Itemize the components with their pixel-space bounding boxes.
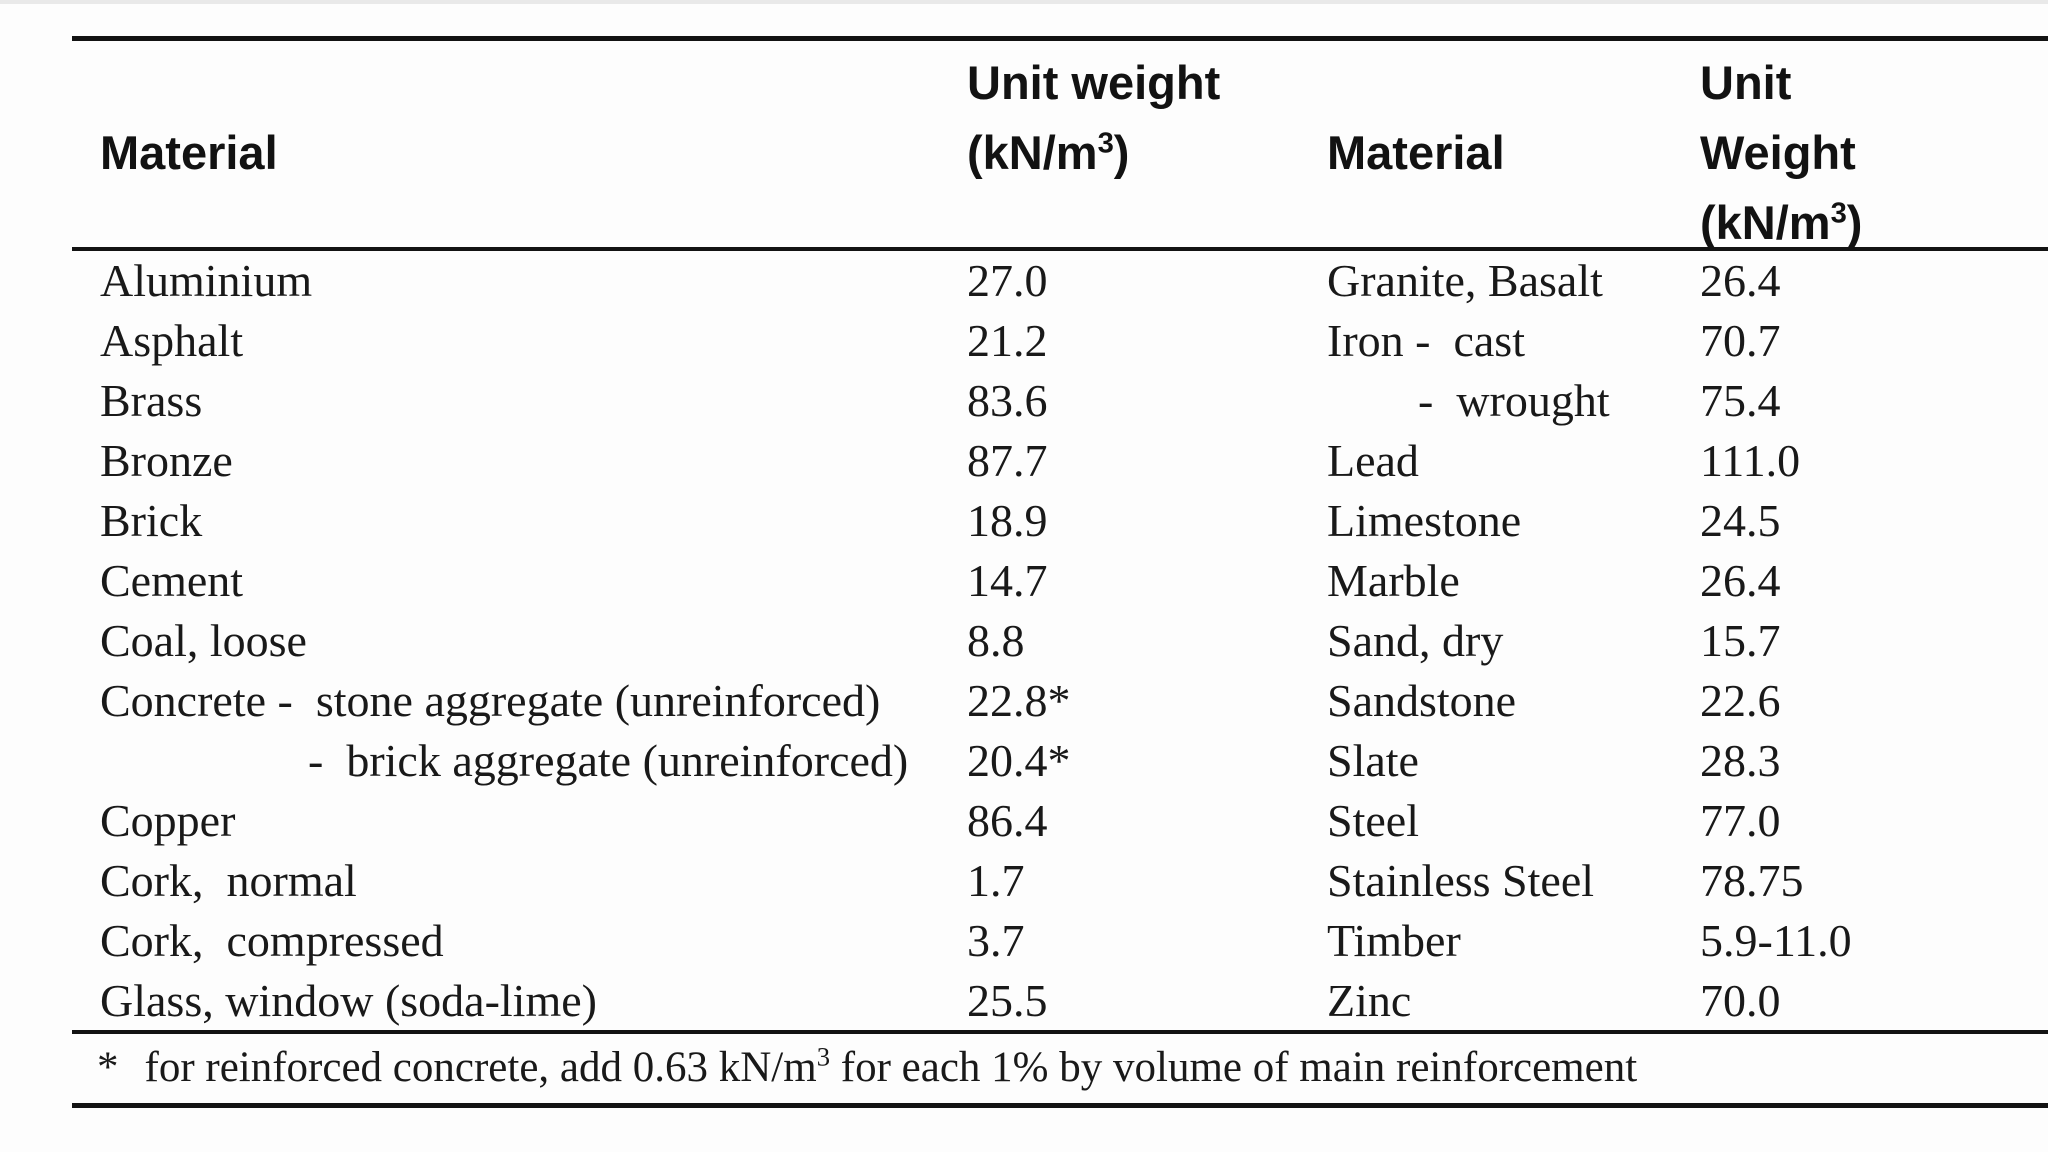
table-row: - brick aggregate (unreinforced) 20.4* S… <box>0 731 2048 791</box>
table-row: Copper 86.4 Steel 77.0 <box>0 791 2048 851</box>
header-unit-weight-2: Unit Weight (kN/m3) <box>1700 40 2048 249</box>
table-row: Glass, window (soda-lime) 25.5 Zinc 70.0 <box>0 971 2048 1031</box>
unit-weight-cell: 5.9-11.0 <box>1700 915 1852 966</box>
unit-weight-cell: 26.4 <box>1700 555 1781 606</box>
table-row: Cement 14.7 Marble 26.4 <box>0 551 2048 611</box>
material-cell: Iron - cast <box>1327 315 1525 366</box>
footnote-text-pre: for reinforced concrete, add 0.63 kN/m <box>144 1044 817 1091</box>
table-row: Brass 83.6 - wrought 75.4 <box>0 371 2048 431</box>
unit-weight-cell: 27.0 <box>967 255 1048 306</box>
material-cell: Aluminium <box>100 255 313 306</box>
unit-weight-cell: 22.8* <box>967 675 1071 726</box>
unit-weight-cell: 24.5 <box>1700 495 1781 546</box>
header-material-2: Material <box>1327 126 1505 179</box>
unit-weight-cell: 83.6 <box>967 375 1048 426</box>
material-cell-indented: - brick aggregate (unreinforced) <box>308 735 909 786</box>
unit-weight-cell: 1.7 <box>967 855 1025 906</box>
table-row: Bronze 87.7 Lead 111.0 <box>0 431 2048 491</box>
unit-weight-cell: 77.0 <box>1700 795 1781 846</box>
unit-weight-cell: 26.4 <box>1700 255 1781 306</box>
unit-weight-cell: 15.7 <box>1700 615 1781 666</box>
unit-weight-cell: 87.7 <box>967 435 1048 486</box>
header-unit-weight-1: Unit weight (kN/m3) <box>967 40 1327 247</box>
table-row: Concrete - stone aggregate (unreinforced… <box>0 671 2048 731</box>
table-row: Cork, normal 1.7 Stainless Steel 78.75 <box>0 851 2048 911</box>
table-body: Aluminium 27.0 Granite, Basalt 26.4 Asph… <box>0 251 2048 1031</box>
unit-weight-cell: 111.0 <box>1700 435 1801 486</box>
material-cell: Bronze <box>100 435 233 486</box>
material-cell: Stainless Steel <box>1327 855 1595 906</box>
material-cell: Zinc <box>1327 975 1412 1026</box>
material-cell: Brass <box>100 375 203 426</box>
unit-weight-cell: 14.7 <box>967 555 1048 606</box>
material-cell: Concrete - stone aggregate (unreinforced… <box>100 675 881 726</box>
material-cell: Slate <box>1327 735 1419 786</box>
unit-weight-cell: 86.4 <box>967 795 1048 846</box>
footnote-separator-rule <box>72 1030 2048 1034</box>
material-cell: Granite, Basalt <box>1327 255 1603 306</box>
table-row: Asphalt 21.2 Iron - cast 70.7 <box>0 311 2048 371</box>
material-cell: Asphalt <box>100 315 244 366</box>
material-cell: Sandstone <box>1327 675 1517 726</box>
table-row: Brick 18.9 Limestone 24.5 <box>0 491 2048 551</box>
unit-weight-cell: 78.75 <box>1700 855 1804 906</box>
material-cell: Limestone <box>1327 495 1522 546</box>
material-cell: Copper <box>100 795 236 846</box>
unit-weight-cell: 70.7 <box>1700 315 1781 366</box>
superscript-3: 3 <box>816 1041 831 1072</box>
header-unit-weight-2-line3: (kN/m3) <box>1700 196 1863 249</box>
unit-weight-cell: 28.3 <box>1700 735 1781 786</box>
material-cell: Glass, window (soda-lime) <box>100 975 597 1026</box>
material-cell: Cork, normal <box>100 855 357 906</box>
material-cell: Brick <box>100 495 203 546</box>
table-bottom-rule <box>72 1103 2048 1108</box>
material-cell-indented: - wrought <box>1418 375 1610 426</box>
material-cell: Cork, compressed <box>100 915 444 966</box>
header-separator-rule <box>72 247 2048 251</box>
unit-weight-cell: 22.6 <box>1700 675 1781 726</box>
unit-weight-cell: 75.4 <box>1700 375 1781 426</box>
header-unit-weight-2-line2: Weight <box>1700 126 1856 179</box>
material-cell: Marble <box>1327 555 1460 606</box>
superscript-3: 3 <box>1830 197 1847 230</box>
material-cell: Steel <box>1327 795 1419 846</box>
header-material-1: Material <box>100 126 278 179</box>
table-row: Aluminium 27.0 Granite, Basalt 26.4 <box>0 251 2048 311</box>
material-cell: Sand, dry <box>1327 615 1504 666</box>
unit-weight-cell: 20.4* <box>967 735 1071 786</box>
material-cell: Lead <box>1327 435 1419 486</box>
material-cell: Timber <box>1327 915 1461 966</box>
material-cell: Coal, loose <box>100 615 307 666</box>
unit-weight-cell: 18.9 <box>967 495 1048 546</box>
unit-weight-cell: 8.8 <box>967 615 1025 666</box>
table-row: Cork, compressed 3.7 Timber 5.9-11.0 <box>0 911 2048 971</box>
unit-weight-cell: 25.5 <box>967 975 1048 1026</box>
superscript-3: 3 <box>1097 127 1114 160</box>
footnote-asterisk: * <box>97 1044 119 1091</box>
material-cell: Cement <box>100 555 244 606</box>
table-header-row: Material Unit weight (kN/m3) Material Un… <box>0 40 2048 249</box>
header-unit-weight-2-line1: Unit <box>1700 56 1792 109</box>
unit-weight-cell: 21.2 <box>967 315 1048 366</box>
unit-weight-cell: 3.7 <box>967 915 1025 966</box>
header-unit-weight-1-line1: Unit weight <box>967 56 1221 109</box>
footnote: * for reinforced concrete, add 0.63 kN/m3… <box>0 1033 2048 1103</box>
header-unit-weight-1-line2: (kN/m3) <box>967 126 1130 179</box>
table-row: Coal, loose 8.8 Sand, dry 15.7 <box>0 611 2048 671</box>
unit-weight-cell: 70.0 <box>1700 975 1781 1026</box>
footnote-text-post: for each 1% by volume of main reinforcem… <box>830 1044 1638 1091</box>
table-top-rule <box>72 36 2048 41</box>
page-top-edge <box>0 0 2048 4</box>
